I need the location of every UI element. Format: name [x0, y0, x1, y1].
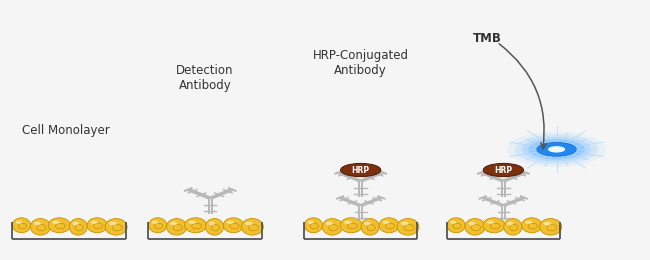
Ellipse shape: [469, 222, 476, 225]
Ellipse shape: [504, 219, 522, 235]
Ellipse shape: [507, 132, 606, 167]
Ellipse shape: [540, 219, 562, 235]
Ellipse shape: [224, 218, 244, 233]
Ellipse shape: [307, 221, 314, 224]
Ellipse shape: [447, 218, 465, 233]
Ellipse shape: [401, 222, 408, 225]
Ellipse shape: [166, 219, 187, 235]
Ellipse shape: [543, 222, 551, 225]
Ellipse shape: [525, 221, 532, 224]
Ellipse shape: [483, 218, 505, 233]
Ellipse shape: [185, 218, 207, 233]
Ellipse shape: [507, 222, 514, 225]
Ellipse shape: [341, 163, 381, 177]
Ellipse shape: [188, 221, 196, 224]
Text: HRP-Conjugated
Antibody: HRP-Conjugated Antibody: [313, 49, 409, 77]
Ellipse shape: [245, 222, 253, 225]
Ellipse shape: [69, 219, 87, 235]
Ellipse shape: [52, 221, 60, 224]
Ellipse shape: [241, 219, 263, 235]
Ellipse shape: [87, 218, 107, 233]
Ellipse shape: [465, 219, 485, 235]
Ellipse shape: [12, 218, 31, 233]
Ellipse shape: [304, 218, 322, 233]
Ellipse shape: [227, 221, 234, 224]
Ellipse shape: [382, 221, 389, 224]
Ellipse shape: [487, 221, 495, 224]
Ellipse shape: [152, 221, 158, 224]
Ellipse shape: [326, 222, 333, 225]
Ellipse shape: [149, 218, 167, 233]
Ellipse shape: [105, 219, 127, 235]
Ellipse shape: [322, 219, 343, 235]
Ellipse shape: [522, 218, 542, 233]
Ellipse shape: [31, 219, 51, 235]
Ellipse shape: [515, 134, 599, 164]
Ellipse shape: [340, 218, 362, 233]
Text: Cell Monolayer: Cell Monolayer: [21, 124, 109, 136]
Ellipse shape: [483, 163, 523, 177]
Text: TMB: TMB: [473, 32, 502, 45]
Ellipse shape: [397, 219, 419, 235]
Ellipse shape: [522, 137, 591, 162]
Ellipse shape: [90, 221, 98, 224]
Ellipse shape: [34, 222, 41, 225]
Ellipse shape: [48, 218, 70, 233]
Ellipse shape: [209, 222, 215, 225]
Text: Detection
Antibody: Detection Antibody: [176, 64, 234, 92]
Ellipse shape: [364, 222, 370, 225]
Ellipse shape: [528, 139, 585, 159]
Text: HRP: HRP: [352, 166, 370, 174]
Ellipse shape: [205, 219, 224, 235]
Ellipse shape: [170, 222, 177, 225]
Ellipse shape: [548, 146, 566, 153]
Ellipse shape: [72, 222, 79, 225]
Ellipse shape: [344, 221, 352, 224]
Ellipse shape: [361, 219, 379, 235]
Ellipse shape: [16, 221, 22, 224]
Ellipse shape: [450, 221, 456, 224]
Text: HRP: HRP: [494, 166, 512, 174]
Ellipse shape: [379, 218, 399, 233]
Ellipse shape: [537, 142, 577, 156]
Ellipse shape: [109, 222, 116, 225]
